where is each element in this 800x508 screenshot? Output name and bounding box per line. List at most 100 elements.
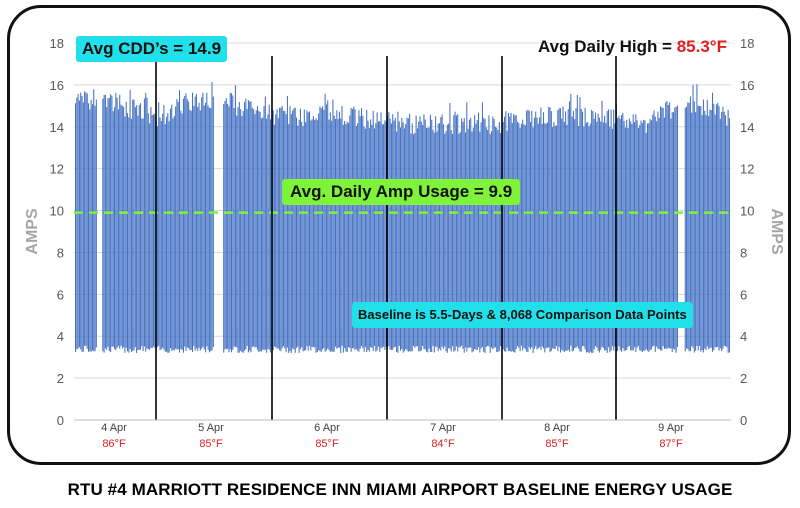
- data-bar: [149, 123, 151, 350]
- data-bar: [240, 109, 242, 351]
- y-tick-label-left: 4: [57, 329, 64, 344]
- data-bar: [636, 120, 638, 348]
- data-bar: [647, 123, 649, 351]
- data-bar: [575, 108, 577, 348]
- data-bar: [532, 127, 534, 353]
- data-bar: [445, 131, 447, 352]
- data-bar: [81, 95, 83, 352]
- data-bar: [346, 121, 348, 353]
- data-bar: [292, 110, 294, 349]
- data-bar: [345, 124, 347, 352]
- data-bar: [103, 94, 105, 353]
- data-bar: [543, 112, 545, 349]
- data-bar: [492, 116, 494, 350]
- data-bar: [159, 117, 161, 351]
- data-bar: [623, 121, 625, 352]
- data-bar: [613, 109, 615, 351]
- data-bar: [692, 84, 694, 348]
- data-bar: [436, 131, 438, 348]
- data-bar: [413, 134, 415, 346]
- data-bar: [294, 107, 296, 353]
- data-bar: [649, 119, 651, 351]
- data-bar: [258, 110, 260, 353]
- data-bar: [624, 127, 626, 351]
- x-tick-label: 4 Apr: [101, 422, 127, 434]
- data-bar: [702, 99, 704, 353]
- x-tick-label: 6 Apr: [314, 422, 340, 434]
- data-bar: [197, 107, 199, 351]
- data-bar: [309, 111, 311, 346]
- y-tick-label-left: 6: [57, 287, 64, 302]
- data-bar: [487, 130, 489, 346]
- data-bar: [517, 121, 519, 347]
- data-bar: [75, 103, 77, 353]
- data-bar: [496, 127, 498, 353]
- data-bar: [415, 115, 417, 347]
- data-bar: [467, 128, 469, 348]
- data-bar: [84, 91, 86, 346]
- data-bar: [565, 111, 567, 351]
- data-bar: [351, 109, 353, 349]
- data-bar: [540, 107, 542, 350]
- data-bar: [305, 122, 307, 351]
- data-bar: [119, 94, 121, 349]
- data-bar: [548, 107, 550, 348]
- data-bar: [147, 113, 149, 350]
- data-bar: [665, 102, 667, 349]
- data-bar: [379, 121, 381, 352]
- data-bar: [539, 117, 541, 348]
- data-bar: [324, 93, 326, 352]
- data-bar: [336, 110, 338, 349]
- data-bar: [357, 123, 359, 351]
- data-bar: [179, 90, 181, 353]
- data-bar: [164, 124, 166, 352]
- data-bar: [353, 106, 355, 349]
- data-bar: [166, 116, 168, 352]
- data-bar: [621, 115, 623, 352]
- data-bar: [454, 111, 456, 351]
- data-bar: [471, 131, 473, 353]
- data-bar: [158, 102, 160, 346]
- data-bar: [396, 131, 398, 353]
- data-bar: [331, 120, 333, 352]
- data-bar: [146, 97, 148, 349]
- data-bar: [344, 120, 346, 349]
- data-bar: [570, 94, 572, 346]
- data-bar: [117, 109, 119, 346]
- data-bar: [246, 108, 248, 347]
- data-bar: [262, 117, 264, 350]
- data-bar: [563, 121, 565, 352]
- data-bar: [614, 123, 616, 347]
- data-bar: [663, 117, 665, 350]
- data-bar: [652, 114, 654, 347]
- data-bar: [461, 118, 463, 346]
- data-bar: [224, 101, 226, 350]
- data-bar: [713, 103, 715, 351]
- data-bar: [405, 123, 407, 350]
- data-bar: [286, 96, 288, 348]
- data-bar: [285, 114, 287, 353]
- data-bar: [325, 104, 327, 351]
- data-bar: [376, 112, 378, 351]
- y-tick-label-right: 6: [740, 287, 747, 302]
- data-bar: [511, 123, 513, 351]
- x-tick-temp: 87°F: [659, 438, 683, 450]
- data-bar: [106, 107, 108, 350]
- data-bar: [619, 118, 621, 350]
- x-tick-label: 8 Apr: [544, 422, 570, 434]
- data-bar: [254, 114, 256, 348]
- data-bar: [296, 117, 298, 348]
- data-bar: [85, 92, 87, 346]
- data-bar: [145, 92, 147, 352]
- data-bar: [441, 114, 443, 347]
- data-bar: [708, 116, 710, 350]
- data-bar: [444, 133, 446, 347]
- data-bar: [302, 126, 304, 352]
- data-bar: [207, 105, 209, 350]
- data-bar: [268, 104, 270, 350]
- data-bar: [457, 114, 459, 352]
- data-bar: [497, 130, 499, 352]
- data-bar: [94, 105, 96, 352]
- data-bar: [90, 99, 92, 352]
- data-bar: [489, 133, 491, 353]
